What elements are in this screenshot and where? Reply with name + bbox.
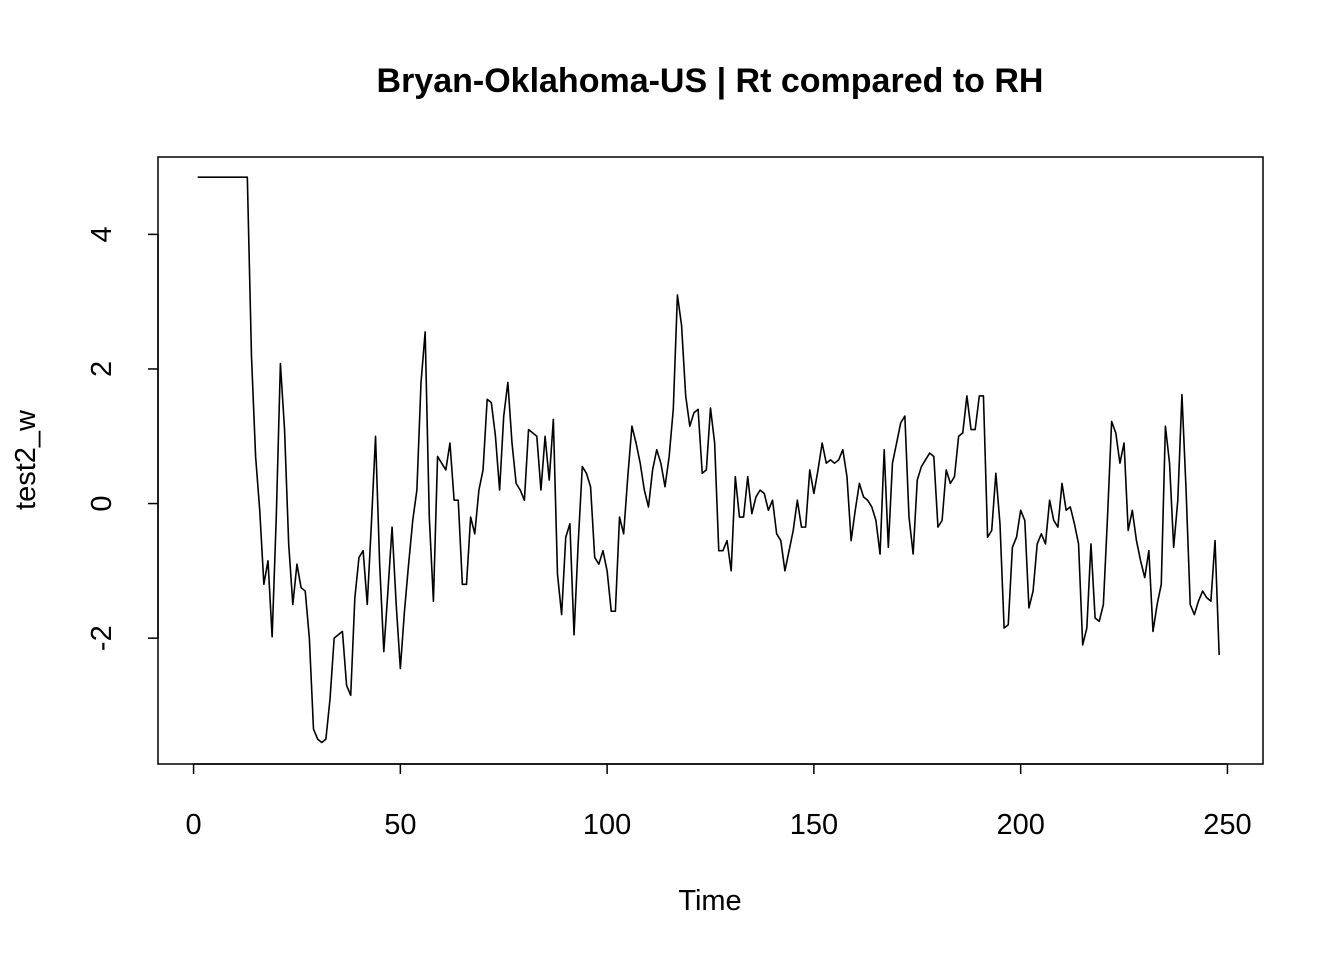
x-tick-label: 100	[583, 809, 631, 841]
y-tick-label: 4	[86, 226, 118, 242]
y-tick-label: 0	[86, 495, 118, 511]
x-tick-label: 50	[384, 809, 416, 841]
plot-frame	[157, 156, 1264, 765]
series-line	[197, 176, 1220, 744]
x-tick-label: 0	[185, 809, 201, 841]
x-tick-label: 150	[790, 809, 838, 841]
x-axis: 0 50 100 150 200 250	[185, 763, 1252, 841]
x-axis-label: Time	[678, 885, 741, 917]
y-tick-label: -2	[86, 625, 118, 651]
chart-title: Bryan-Oklahoma-US | Rt compared to RH	[377, 62, 1044, 100]
y-tick-label: 2	[86, 361, 118, 377]
x-tick-label: 200	[996, 809, 1044, 841]
y-axis-label: test2_w	[10, 409, 42, 510]
y-axis: -2 0 2 4	[86, 226, 159, 651]
x-tick-label: 250	[1203, 809, 1251, 841]
